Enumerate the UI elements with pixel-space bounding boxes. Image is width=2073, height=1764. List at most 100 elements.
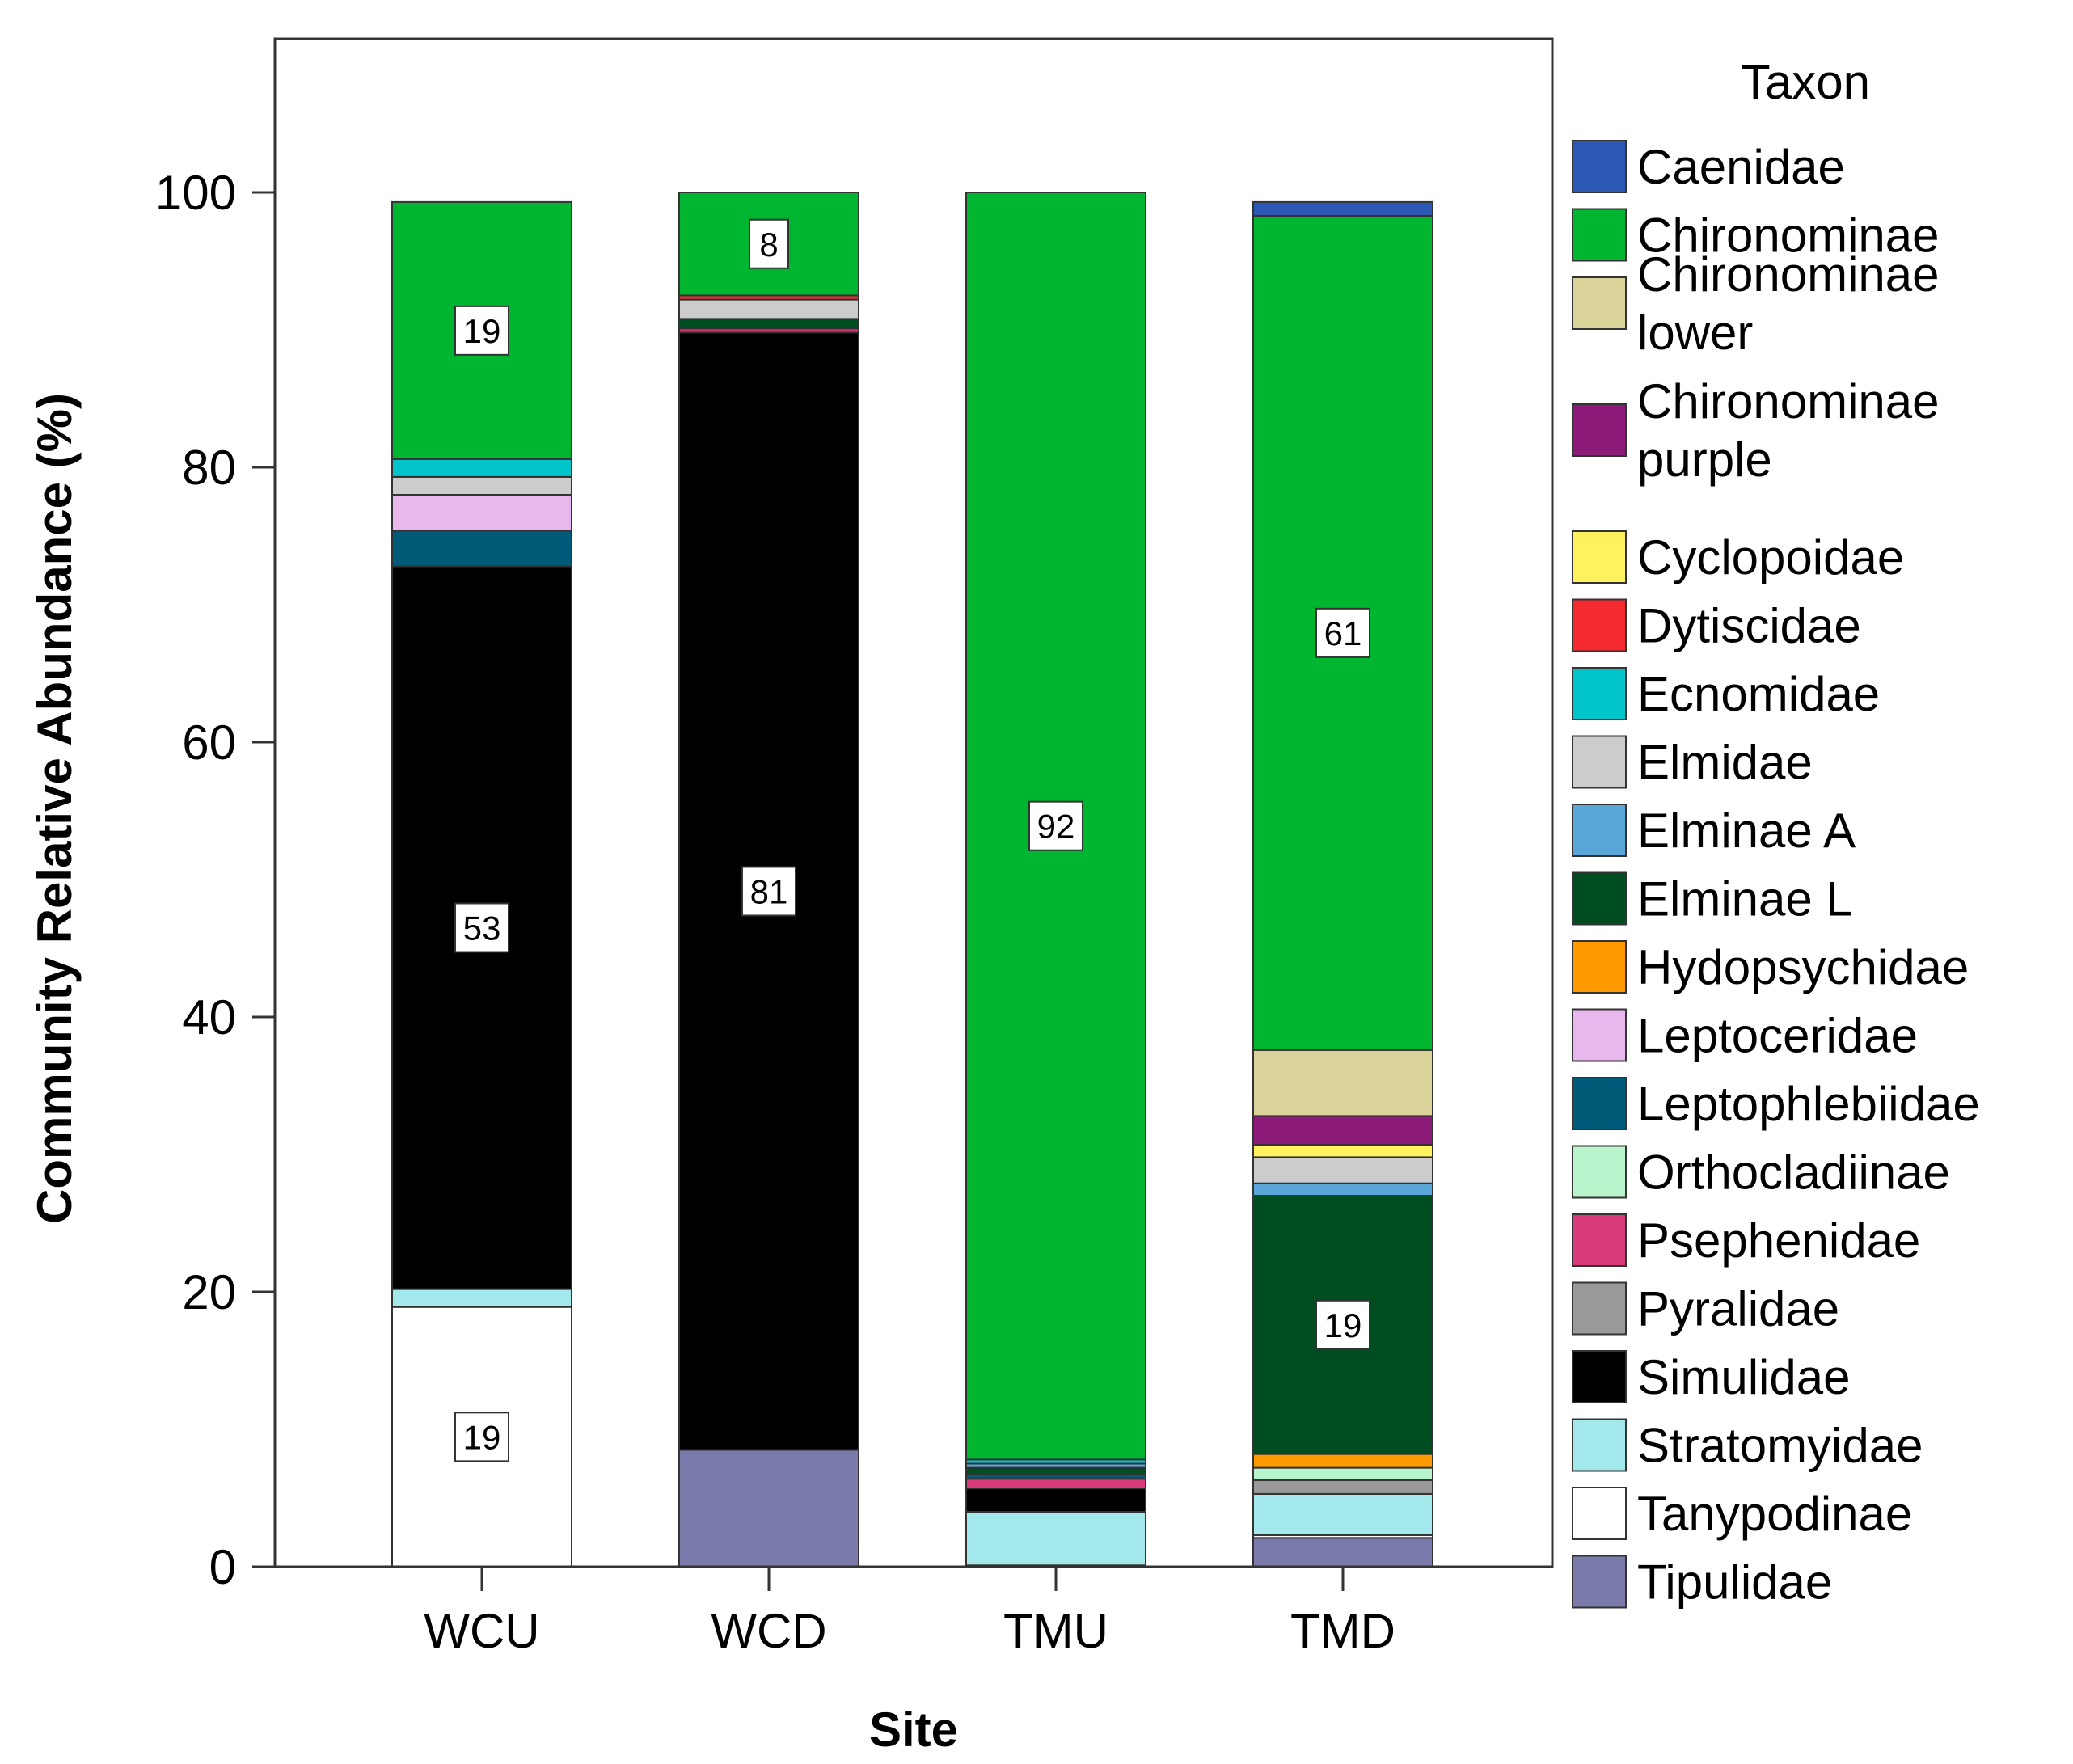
x-tick-label-tmu: TMU	[1003, 1604, 1108, 1658]
y-tick-label: 20	[182, 1265, 236, 1319]
legend-swatch	[1572, 1077, 1627, 1130]
bar-segment-tmu-elminae-l	[965, 1466, 1146, 1476]
bar-segment-wcu-stratomyidae	[391, 1288, 572, 1308]
y-tick-label: 100	[155, 166, 236, 220]
legend-swatch	[1572, 871, 1627, 926]
bar-segment-wcu-leptophlebiidae	[391, 530, 572, 568]
legend-swatch	[1572, 1350, 1627, 1403]
x-tick-label-wcu: WCU	[424, 1604, 539, 1658]
data-label-text: 8	[759, 226, 778, 264]
legend-label: Orthocladiinae	[1637, 1146, 1950, 1200]
data-label-text: 19	[463, 1418, 501, 1456]
bar-tmd	[1252, 200, 1433, 1568]
legend-swatch	[1572, 140, 1627, 193]
legend-item-elminae-a: Elminae A	[1572, 804, 1856, 858]
legend-item-psephenidae: Psephenidae	[1572, 1213, 1920, 1268]
bar-segment-tmd-orthocladiinae	[1252, 1466, 1433, 1481]
legend-swatch	[1572, 208, 1627, 262]
data-label-tmd-elminae-l: 19	[1315, 1299, 1370, 1350]
legend-item-chironominae: Chironominae	[1572, 208, 1940, 263]
legend-item-simulidae: Simulidae	[1572, 1350, 1850, 1404]
legend-item-dytiscidae: Dytiscidae	[1572, 598, 1861, 653]
legend-label: Leptophlebiidae	[1637, 1077, 1980, 1131]
legend-label: Tipulidae	[1637, 1555, 1832, 1610]
legend-label: Simulidae	[1637, 1350, 1850, 1404]
legend-item-ecnomidae: Ecnomidae	[1572, 667, 1880, 721]
legend-item-elmidae: Elmidae	[1572, 735, 1813, 790]
legend-label: Ecnomidae	[1637, 667, 1880, 721]
legend-label: Stratomyidae	[1637, 1419, 1923, 1473]
legend-swatch	[1572, 1281, 1627, 1336]
bar-segment-tmu-stratomyidae	[965, 1511, 1146, 1567]
bar-segment-tmu-psephenidae	[965, 1478, 1146, 1490]
bar-segment-tmd-pyralidae	[1252, 1479, 1433, 1495]
legend-item-tipulidae: Tipulidae	[1572, 1555, 1832, 1610]
y-tick-label: 0	[209, 1540, 236, 1594]
legend-item-hydopsychidae: Hydopsychidae	[1572, 940, 1969, 994]
data-label-box	[741, 866, 796, 917]
legend-label: Hydopsychidae	[1637, 940, 1969, 994]
bar-segment-wcd-elminae-l	[678, 318, 859, 330]
data-label-box	[1315, 1299, 1370, 1350]
data-label-text: 19	[463, 312, 501, 350]
legend-item-stratomyidae: Stratomyidae	[1572, 1418, 1923, 1473]
data-label-box	[1028, 800, 1083, 851]
x-tick-label-wcd: WCD	[711, 1604, 826, 1658]
legend-label: Chironominae	[1637, 374, 1940, 428]
bar-segment-tmd-caenidae	[1252, 200, 1433, 217]
legend-label: Dytiscidae	[1637, 599, 1861, 653]
legend-label: Caenidae	[1637, 140, 1845, 194]
legend-label: lower	[1637, 306, 1753, 360]
legend-swatch	[1572, 530, 1627, 584]
data-label-wcu-simulidae: 53	[454, 902, 509, 953]
data-label-wcu-chironominae: 19	[454, 305, 509, 356]
legend-item-leptoceridae: Leptoceridae	[1572, 1008, 1918, 1063]
bar-segment-wcd-elmidae	[678, 298, 859, 320]
data-label-box	[1315, 607, 1370, 658]
legend-item-tanypodinae: Tanypodinae	[1572, 1487, 1912, 1541]
legend: Taxon CaenidaeChironominaeChironominaelo…	[1572, 55, 1980, 1610]
legend-swatch	[1572, 1418, 1627, 1472]
legend-item-cyclopoidae: Cyclopoidae	[1572, 530, 1904, 584]
y-tick-label: 40	[182, 990, 236, 1044]
legend-swatch	[1572, 1487, 1627, 1540]
data-label-tmu-chironominae: 92	[1028, 800, 1083, 851]
legend-item-pyralidae: Pyralidae	[1572, 1281, 1839, 1336]
bar-wcu	[391, 200, 572, 1568]
legend-label: Elminae A	[1637, 804, 1856, 858]
y-tick-label: 80	[182, 441, 236, 495]
y-tick-label: 60	[182, 715, 236, 770]
bar-segment-tmd-stratomyidae	[1252, 1492, 1433, 1536]
data-label-box	[454, 1412, 509, 1462]
y-axis: 0 20 40 60 80 100	[155, 39, 277, 1594]
bar-segment-tmd-cyclopoidae	[1252, 1144, 1433, 1158]
legend-title: Taxon	[1741, 55, 1870, 109]
legend-label: Chironominae	[1637, 209, 1940, 263]
data-label-tmd-chironominae: 61	[1315, 607, 1370, 658]
legend-swatch	[1572, 403, 1627, 457]
data-label-wcd-chironominae: 8	[749, 218, 789, 269]
legend-swatch	[1572, 735, 1627, 789]
legend-swatch	[1572, 667, 1627, 720]
bar-segment-wcd-tipulidae	[678, 1449, 859, 1568]
bars	[391, 192, 1433, 1568]
legend-label: Psephenidae	[1637, 1213, 1920, 1268]
legend-swatch	[1572, 804, 1627, 857]
x-axis: WCU WCD TMU TMD	[275, 1565, 1552, 1658]
legend-swatch	[1572, 598, 1627, 652]
bar-segment-tmd-tipulidae	[1252, 1537, 1433, 1568]
data-label-text: 92	[1037, 808, 1075, 846]
legend-swatch	[1572, 1555, 1627, 1609]
data-label-box	[749, 218, 789, 269]
data-label-wcd-simulidae: 81	[741, 866, 796, 917]
y-axis-title: Community Relative Abundance (%)	[27, 393, 82, 1224]
legend-label: purple	[1637, 433, 1772, 487]
data-label-wcu-tanypodinae: 19	[454, 1412, 509, 1462]
bar-segment-tmd-elminae-a	[1252, 1182, 1433, 1196]
data-label-text: 61	[1324, 614, 1362, 652]
data-label-text: 53	[463, 909, 501, 947]
data-labels: 19 53 19 8 81 92 61 19	[454, 218, 1370, 1462]
